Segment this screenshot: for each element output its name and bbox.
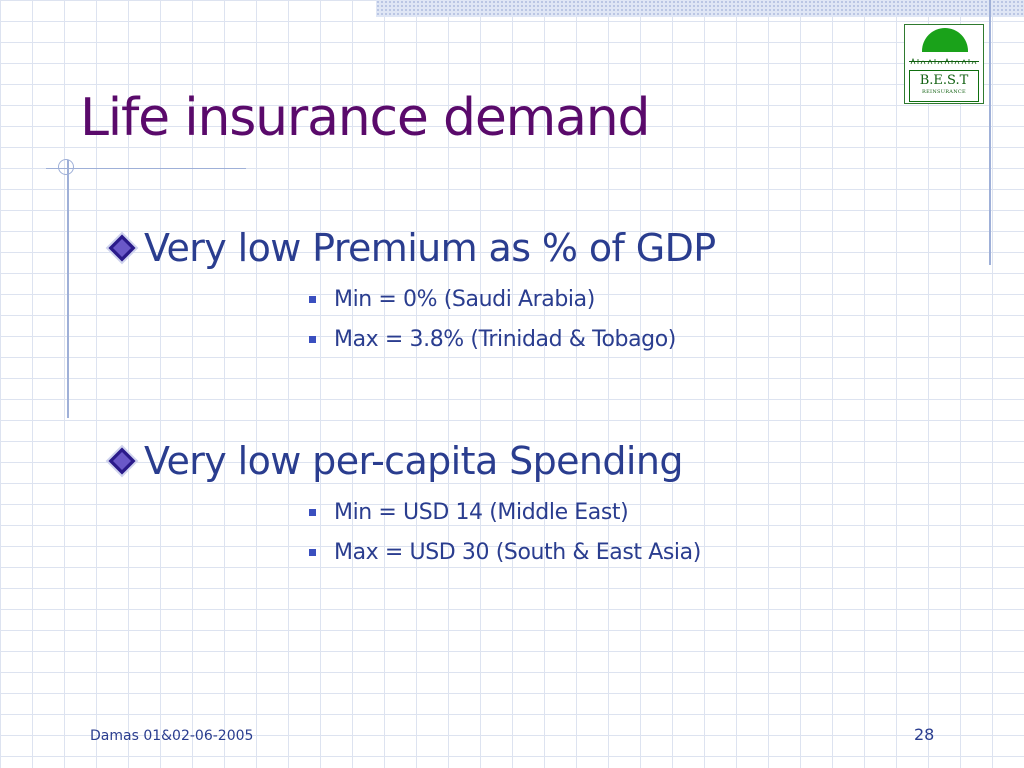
slide-number: 28: [914, 725, 935, 744]
logo-subtitle: REINSURANCE: [922, 89, 966, 95]
logo-name: B.E.S.T: [919, 73, 969, 88]
logo-nameplate: B.E.S.T REINSURANCE: [909, 70, 979, 102]
bullet-spending: Very low per-capita Spending: [104, 439, 684, 483]
sub-bullet-spending-min: Min = USD 14 (Middle East): [309, 497, 629, 527]
sub-bullet-text: Min = 0% (Saudi Arabia): [334, 286, 595, 312]
left-accent-line: [67, 160, 69, 418]
square-bullet-icon: [309, 295, 316, 303]
sub-bullet-premium-min: Min = 0% (Saudi Arabia): [309, 284, 595, 314]
square-bullet-icon: [309, 548, 316, 556]
logo-dome-icon: [922, 28, 968, 52]
diamond-bullet-icon: [104, 443, 140, 479]
logo-calligraphy-band: [909, 58, 979, 65]
square-bullet-icon: [309, 508, 316, 516]
footer-date: Damas 01&02-06-2005: [90, 728, 254, 744]
sub-bullet-spending-max: Max = USD 30 (South & East Asia): [309, 537, 701, 567]
corner-circle-ornament: [58, 159, 74, 175]
square-bullet-icon: [309, 335, 316, 343]
bullet-spending-text: Very low per-capita Spending: [144, 439, 684, 483]
top-decorative-band: [376, 0, 1024, 17]
best-reinsurance-logo: B.E.S.T REINSURANCE: [904, 24, 984, 104]
sub-bullet-text: Max = USD 30 (South & East Asia): [334, 539, 701, 565]
slide-title: Life insurance demand: [80, 88, 650, 148]
title-underline: [46, 168, 246, 169]
right-accent-line: [989, 0, 991, 265]
diamond-bullet-icon: [104, 230, 140, 266]
bullet-premium: Very low Premium as % of GDP: [104, 226, 716, 270]
sub-bullet-text: Max = 3.8% (Trinidad & Tobago): [334, 326, 676, 352]
bullet-premium-text: Very low Premium as % of GDP: [144, 226, 716, 270]
sub-bullet-premium-max: Max = 3.8% (Trinidad & Tobago): [309, 324, 676, 354]
sub-bullet-text: Min = USD 14 (Middle East): [334, 499, 629, 525]
